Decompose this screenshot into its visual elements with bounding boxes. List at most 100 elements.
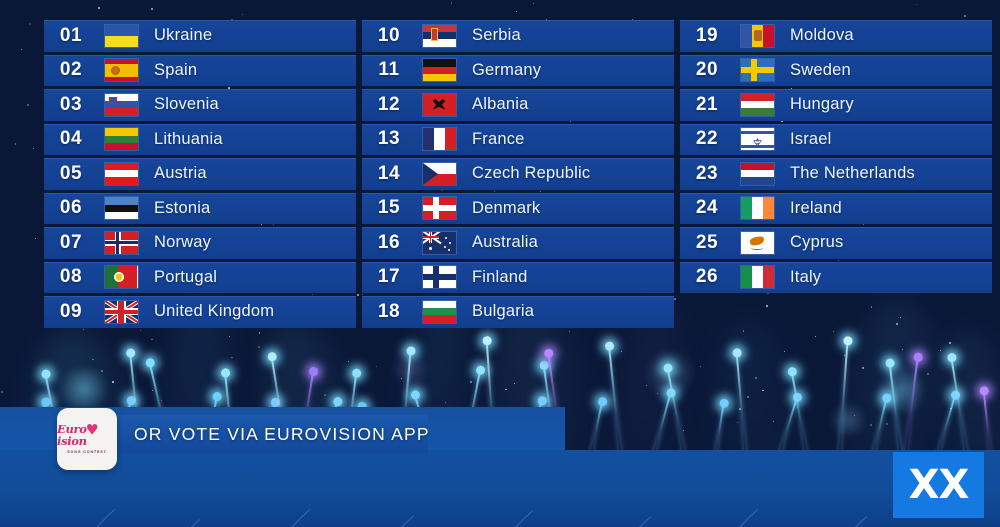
bg-element bbox=[699, 366, 702, 368]
flag-moldova-icon bbox=[740, 24, 774, 47]
bg-element bbox=[738, 407, 741, 410]
bg-element bbox=[833, 331, 835, 333]
entry-row[interactable]: 25 Cyprus bbox=[680, 227, 992, 259]
bg-element bbox=[844, 355, 845, 356]
bg-element bbox=[401, 378, 403, 380]
entry-row[interactable]: 21 Hungary bbox=[680, 89, 992, 121]
entry-flag-wrap bbox=[416, 93, 462, 116]
entry-row[interactable]: 04 Lithuania bbox=[44, 123, 356, 155]
entry-country-name: Spain bbox=[154, 60, 198, 79]
entry-rank: 10 bbox=[377, 24, 401, 46]
bg-element bbox=[21, 48, 22, 50]
entry-country-name: Bulgaria bbox=[472, 302, 535, 321]
entry-flag-wrap bbox=[734, 231, 780, 254]
bg-element bbox=[533, 3, 534, 5]
bg-element bbox=[152, 390, 153, 392]
flag-portugal-icon bbox=[104, 266, 138, 289]
bg-element bbox=[862, 366, 865, 369]
entry-row[interactable]: 08 Portugal bbox=[44, 261, 356, 293]
bg-element bbox=[450, 2, 453, 4]
entry-flag-wrap bbox=[98, 231, 144, 254]
flag-ukraine-icon bbox=[104, 24, 138, 47]
entry-row[interactable]: 05 Austria bbox=[44, 158, 356, 190]
entry-country-name: Lithuania bbox=[154, 129, 223, 148]
entry-row[interactable]: 18 Bulgaria bbox=[362, 296, 674, 328]
bg-element bbox=[902, 348, 904, 350]
bg-element bbox=[746, 396, 749, 399]
bg-element bbox=[546, 19, 548, 21]
entry-row[interactable]: 07 Norway bbox=[44, 227, 356, 259]
entry-row[interactable]: 06 Estonia bbox=[44, 192, 356, 224]
entry-country-name: Norway bbox=[154, 233, 212, 252]
bg-element bbox=[227, 87, 230, 89]
voting-order-board: 01 Ukraine 02 Spain 03 Slovenia 04 Lithuania 05 A… bbox=[44, 20, 992, 328]
bg-element bbox=[161, 400, 162, 402]
bg-element bbox=[516, 10, 517, 12]
bg-element bbox=[869, 424, 872, 427]
entry-row[interactable]: 17 Finland bbox=[362, 261, 674, 293]
bg-element bbox=[927, 373, 929, 375]
entry-rank: 14 bbox=[377, 162, 401, 184]
flag-ireland-icon bbox=[740, 197, 774, 220]
bg-element bbox=[632, 18, 634, 21]
flag-norway-icon bbox=[104, 231, 138, 254]
entry-country-name: Italy bbox=[790, 267, 822, 286]
entry-country-name: Portugal bbox=[154, 267, 218, 286]
entry-rank: 05 bbox=[59, 162, 83, 184]
bg-element bbox=[948, 342, 951, 345]
flag-australia-icon bbox=[422, 231, 456, 254]
bg-element bbox=[900, 317, 902, 319]
entry-country-name: Slovenia bbox=[154, 95, 219, 114]
entry-flag-wrap bbox=[98, 128, 144, 151]
entry-row[interactable]: 15 Denmark bbox=[362, 192, 674, 224]
entry-country-name: Czech Republic bbox=[472, 164, 591, 183]
flag-finland-icon bbox=[422, 266, 456, 289]
bg-element bbox=[791, 87, 792, 89]
board-column-2: 10 Serbia 11 Germany 12 Albania 13 France 14 Czec… bbox=[362, 20, 674, 328]
entry-row[interactable]: 26 Italy bbox=[680, 261, 992, 293]
entry-country-name: France bbox=[472, 129, 525, 148]
entry-row[interactable]: 14 Czech Republic bbox=[362, 158, 674, 190]
entry-row[interactable]: 11 Germany bbox=[362, 54, 674, 86]
bg-element bbox=[101, 370, 103, 373]
bg-element bbox=[854, 415, 855, 416]
entry-flag-wrap bbox=[416, 266, 462, 289]
entry-rank: 21 bbox=[695, 93, 719, 115]
bg-element bbox=[862, 223, 865, 226]
entry-flag-wrap bbox=[98, 24, 144, 47]
eurovision-logo: Euro♥ision SONG CONTEST bbox=[57, 408, 117, 470]
bg-element bbox=[870, 306, 873, 308]
entry-row[interactable]: 03 Slovenia bbox=[44, 89, 356, 121]
entry-row[interactable]: 13 France bbox=[362, 123, 674, 155]
entry-row[interactable]: 19 Moldova bbox=[680, 20, 992, 52]
bg-element bbox=[939, 349, 942, 352]
entry-row[interactable]: 24 Ireland bbox=[680, 192, 992, 224]
entry-country-name: United Kingdom bbox=[154, 302, 275, 321]
entry-flag-wrap bbox=[98, 59, 144, 82]
entry-rank: 17 bbox=[377, 266, 401, 288]
bg-element bbox=[347, 360, 349, 362]
flag-austria-icon bbox=[104, 162, 138, 185]
entry-row[interactable]: 10 Serbia bbox=[362, 20, 674, 52]
flag-sweden-icon bbox=[740, 59, 774, 82]
entry-row[interactable]: 12 Albania bbox=[362, 89, 674, 121]
bg-element bbox=[539, 191, 541, 193]
entry-flag-wrap bbox=[416, 300, 462, 323]
bg-element bbox=[361, 293, 363, 295]
vote-via-app-bar[interactable]: OR VOTE VIA EUROVISION APP bbox=[118, 415, 429, 453]
bg-element bbox=[34, 238, 36, 240]
entry-row[interactable]: 02 Spain bbox=[44, 54, 356, 86]
entry-row[interactable]: 09 United Kingdom bbox=[44, 296, 356, 328]
entry-country-name: Ukraine bbox=[154, 26, 213, 45]
bg-element bbox=[227, 402, 228, 404]
entry-row[interactable]: 01 Ukraine bbox=[44, 20, 356, 52]
entry-rank: 09 bbox=[59, 300, 83, 322]
bg-element bbox=[950, 407, 952, 410]
entry-row[interactable]: 16 Australia bbox=[362, 227, 674, 259]
entry-row[interactable]: 22 Israel bbox=[680, 123, 992, 155]
entry-row[interactable]: 20 Sweden bbox=[680, 54, 992, 86]
entry-flag-wrap bbox=[416, 197, 462, 220]
entry-row[interactable]: 23 The Netherlands bbox=[680, 158, 992, 190]
bg-element bbox=[97, 6, 100, 9]
bg-element bbox=[140, 329, 142, 331]
